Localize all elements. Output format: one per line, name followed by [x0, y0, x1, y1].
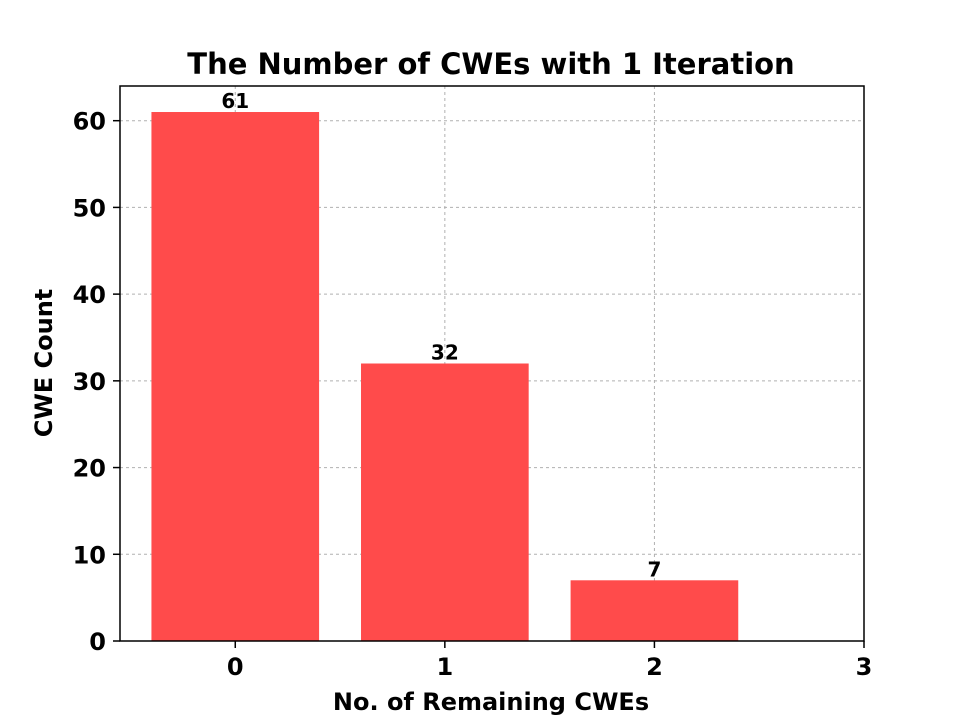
bar [361, 363, 529, 641]
x-tick-label: 3 [856, 653, 873, 681]
y-tick-label: 10 [73, 541, 106, 569]
bars [151, 112, 739, 641]
y-tick-label: 0 [89, 628, 106, 656]
y-tick-label: 30 [73, 368, 106, 396]
x-tick-label: 2 [646, 653, 663, 681]
bar [151, 112, 320, 641]
x-tick-label: 0 [227, 653, 244, 681]
y-axis-ticks: 0 10 20 30 40 50 60 [73, 108, 120, 656]
data-labels: 61 32 7 [221, 89, 661, 581]
y-tick-label: 20 [73, 455, 106, 483]
x-tick-label: 1 [436, 653, 453, 681]
bar [570, 580, 739, 641]
chart-title: The Number of CWEs with 1 Iteration [187, 47, 794, 81]
x-axis-ticks: 0 1 2 3 [227, 641, 872, 681]
y-tick-label: 60 [73, 108, 106, 136]
plot-frame [119, 85, 865, 642]
y-tick-label: 40 [73, 281, 106, 309]
y-axis-label: CWE Count [30, 289, 58, 438]
bar-value-label: 7 [647, 557, 661, 581]
x-axis-label: No. of Remaining CWEs [333, 688, 649, 716]
bar-value-label: 32 [431, 341, 459, 365]
bar-value-label: 61 [221, 89, 249, 113]
y-tick-label: 50 [73, 194, 106, 222]
